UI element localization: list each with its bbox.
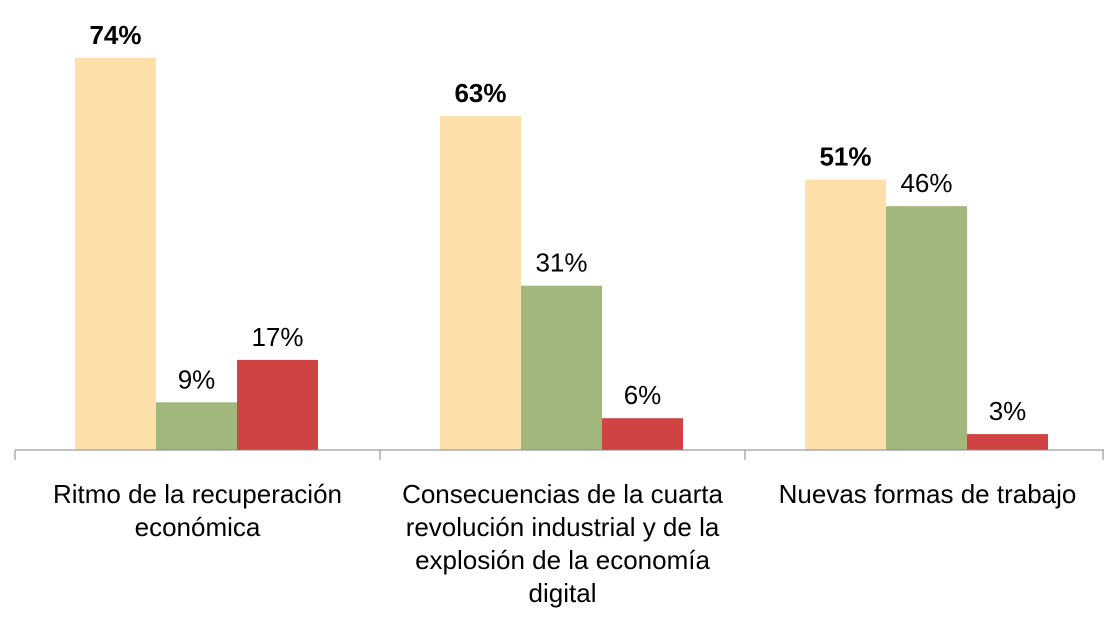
data-label: 63% (454, 78, 506, 108)
x-tick-label: Ritmo de la recuperación económica (52, 479, 343, 542)
data-label: 9% (178, 364, 216, 394)
data-label: 51% (819, 142, 871, 172)
bar (440, 116, 521, 450)
bar (805, 179, 886, 450)
data-label: 3% (989, 396, 1027, 426)
bar (75, 57, 156, 451)
bar (521, 285, 602, 450)
bar (602, 418, 683, 450)
data-label: 46% (900, 168, 952, 198)
data-label: 17% (251, 322, 303, 352)
data-label: 6% (624, 380, 662, 410)
x-tick-label: Consecuencias de la cuarta revolución in… (402, 479, 723, 608)
x-tick-label: Nuevas formas de trabajo (778, 479, 1077, 509)
bar (886, 206, 967, 450)
data-label: 74% (89, 20, 141, 50)
bar (156, 402, 237, 450)
bar (237, 359, 318, 450)
bar (967, 434, 1048, 450)
data-label: 31% (535, 248, 587, 278)
